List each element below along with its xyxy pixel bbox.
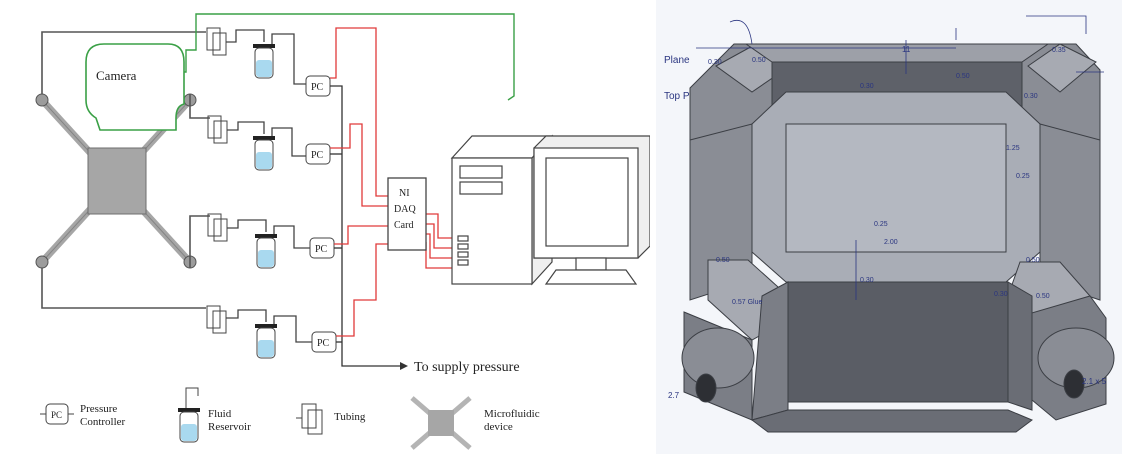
camera-cable — [184, 13, 515, 101]
legend: PC Pressure Controller Fluid Reservoir T… — [40, 387, 540, 450]
dim-0-30-d: 0.30 — [860, 277, 874, 284]
camera-label: Camera — [96, 68, 137, 83]
legend-pc-text-2: Controller — [80, 416, 126, 428]
dim-hole-right: 2.1 x 5 — [1082, 377, 1107, 386]
legend-tubing-text: Tubing — [334, 411, 366, 423]
dim-0-30-a: 0.30 — [860, 83, 874, 90]
dim-0-30-b: 0.30 — [708, 59, 722, 66]
signal-lines — [330, 27, 456, 337]
dim-0-50-a: 0.50 — [956, 73, 970, 80]
legend-fluid-reservoir: Fluid Reservoir — [178, 387, 251, 443]
pc-label-3: PC — [315, 244, 328, 255]
pc-label-2: PC — [311, 150, 324, 161]
legend-microfluidic-device: Microfluidic device — [410, 396, 540, 450]
dim-0-50-c: 0.50 — [1026, 257, 1040, 264]
dim-0-50-e: 0.50 — [1036, 293, 1050, 300]
legend-pc-text-1: Pressure — [80, 403, 117, 415]
legend-pressure-controller: PC Pressure Controller — [40, 403, 126, 428]
dim-1-25: 1.25 — [1006, 145, 1020, 152]
camera: Camera — [85, 43, 185, 131]
dimension-labels: 11 0.30 0.50 0.30 0.50 0.30 0.35 0.30 0.… — [668, 45, 1107, 400]
dim-0-25-b: 0.25 — [1016, 173, 1030, 180]
device-tubing — [41, 31, 210, 309]
daq-card: NI DAQ Card — [387, 177, 427, 251]
dim-0-35: 0.35 — [1052, 47, 1066, 54]
cad-part — [681, 43, 1115, 433]
channel-row-2: PC — [207, 115, 331, 171]
dim-0-25-a: 0.25 — [874, 221, 888, 228]
dim-2-00: 2.00 — [884, 239, 898, 246]
cad-model-view: Plane Top Plane — [656, 0, 1122, 454]
pc-label-1: PC — [311, 82, 324, 93]
cad-view-label-1: Plane — [664, 55, 690, 66]
legend-tubing: Tubing — [296, 403, 366, 435]
legend-device-text-2: device — [484, 421, 513, 433]
dim-11: 11 — [902, 45, 911, 54]
dim-0-30-e: 0.30 — [994, 291, 1008, 298]
pc-label-4: PC — [317, 338, 330, 349]
dimension-lines — [696, 15, 1104, 300]
supply-label: To supply pressure — [414, 360, 520, 375]
channel-row-4: PC — [206, 305, 337, 359]
computer-monitor — [533, 135, 650, 285]
dim-0-57-glue: 0.57 Glue — [732, 299, 762, 306]
setup-schematic: Camera PC PC PC — [35, 13, 650, 450]
cad-view-label-2: Top Plane — [664, 91, 709, 102]
legend-reservoir-text-2: Reservoir — [208, 421, 251, 433]
daq-label-1: NI — [399, 188, 410, 199]
legend-reservoir-text-1: Fluid — [208, 408, 232, 420]
legend-device-text-1: Microfluidic — [484, 408, 540, 420]
supply-arrow — [400, 362, 408, 370]
legend-pc-symbol: PC — [51, 410, 62, 420]
daq-label-2: DAQ — [394, 204, 416, 215]
channel-row-3: PC — [207, 213, 335, 269]
dim-0-50-b: 0.50 — [752, 57, 766, 64]
channel-row-1: PC — [206, 27, 331, 97]
dim-0-50-d: 0.50 — [716, 257, 730, 264]
dim-0-30-c: 0.30 — [1024, 93, 1038, 100]
daq-label-3: Card — [394, 220, 413, 231]
dim-hole-left: 2.7 — [668, 391, 680, 400]
supply-line — [330, 85, 400, 367]
